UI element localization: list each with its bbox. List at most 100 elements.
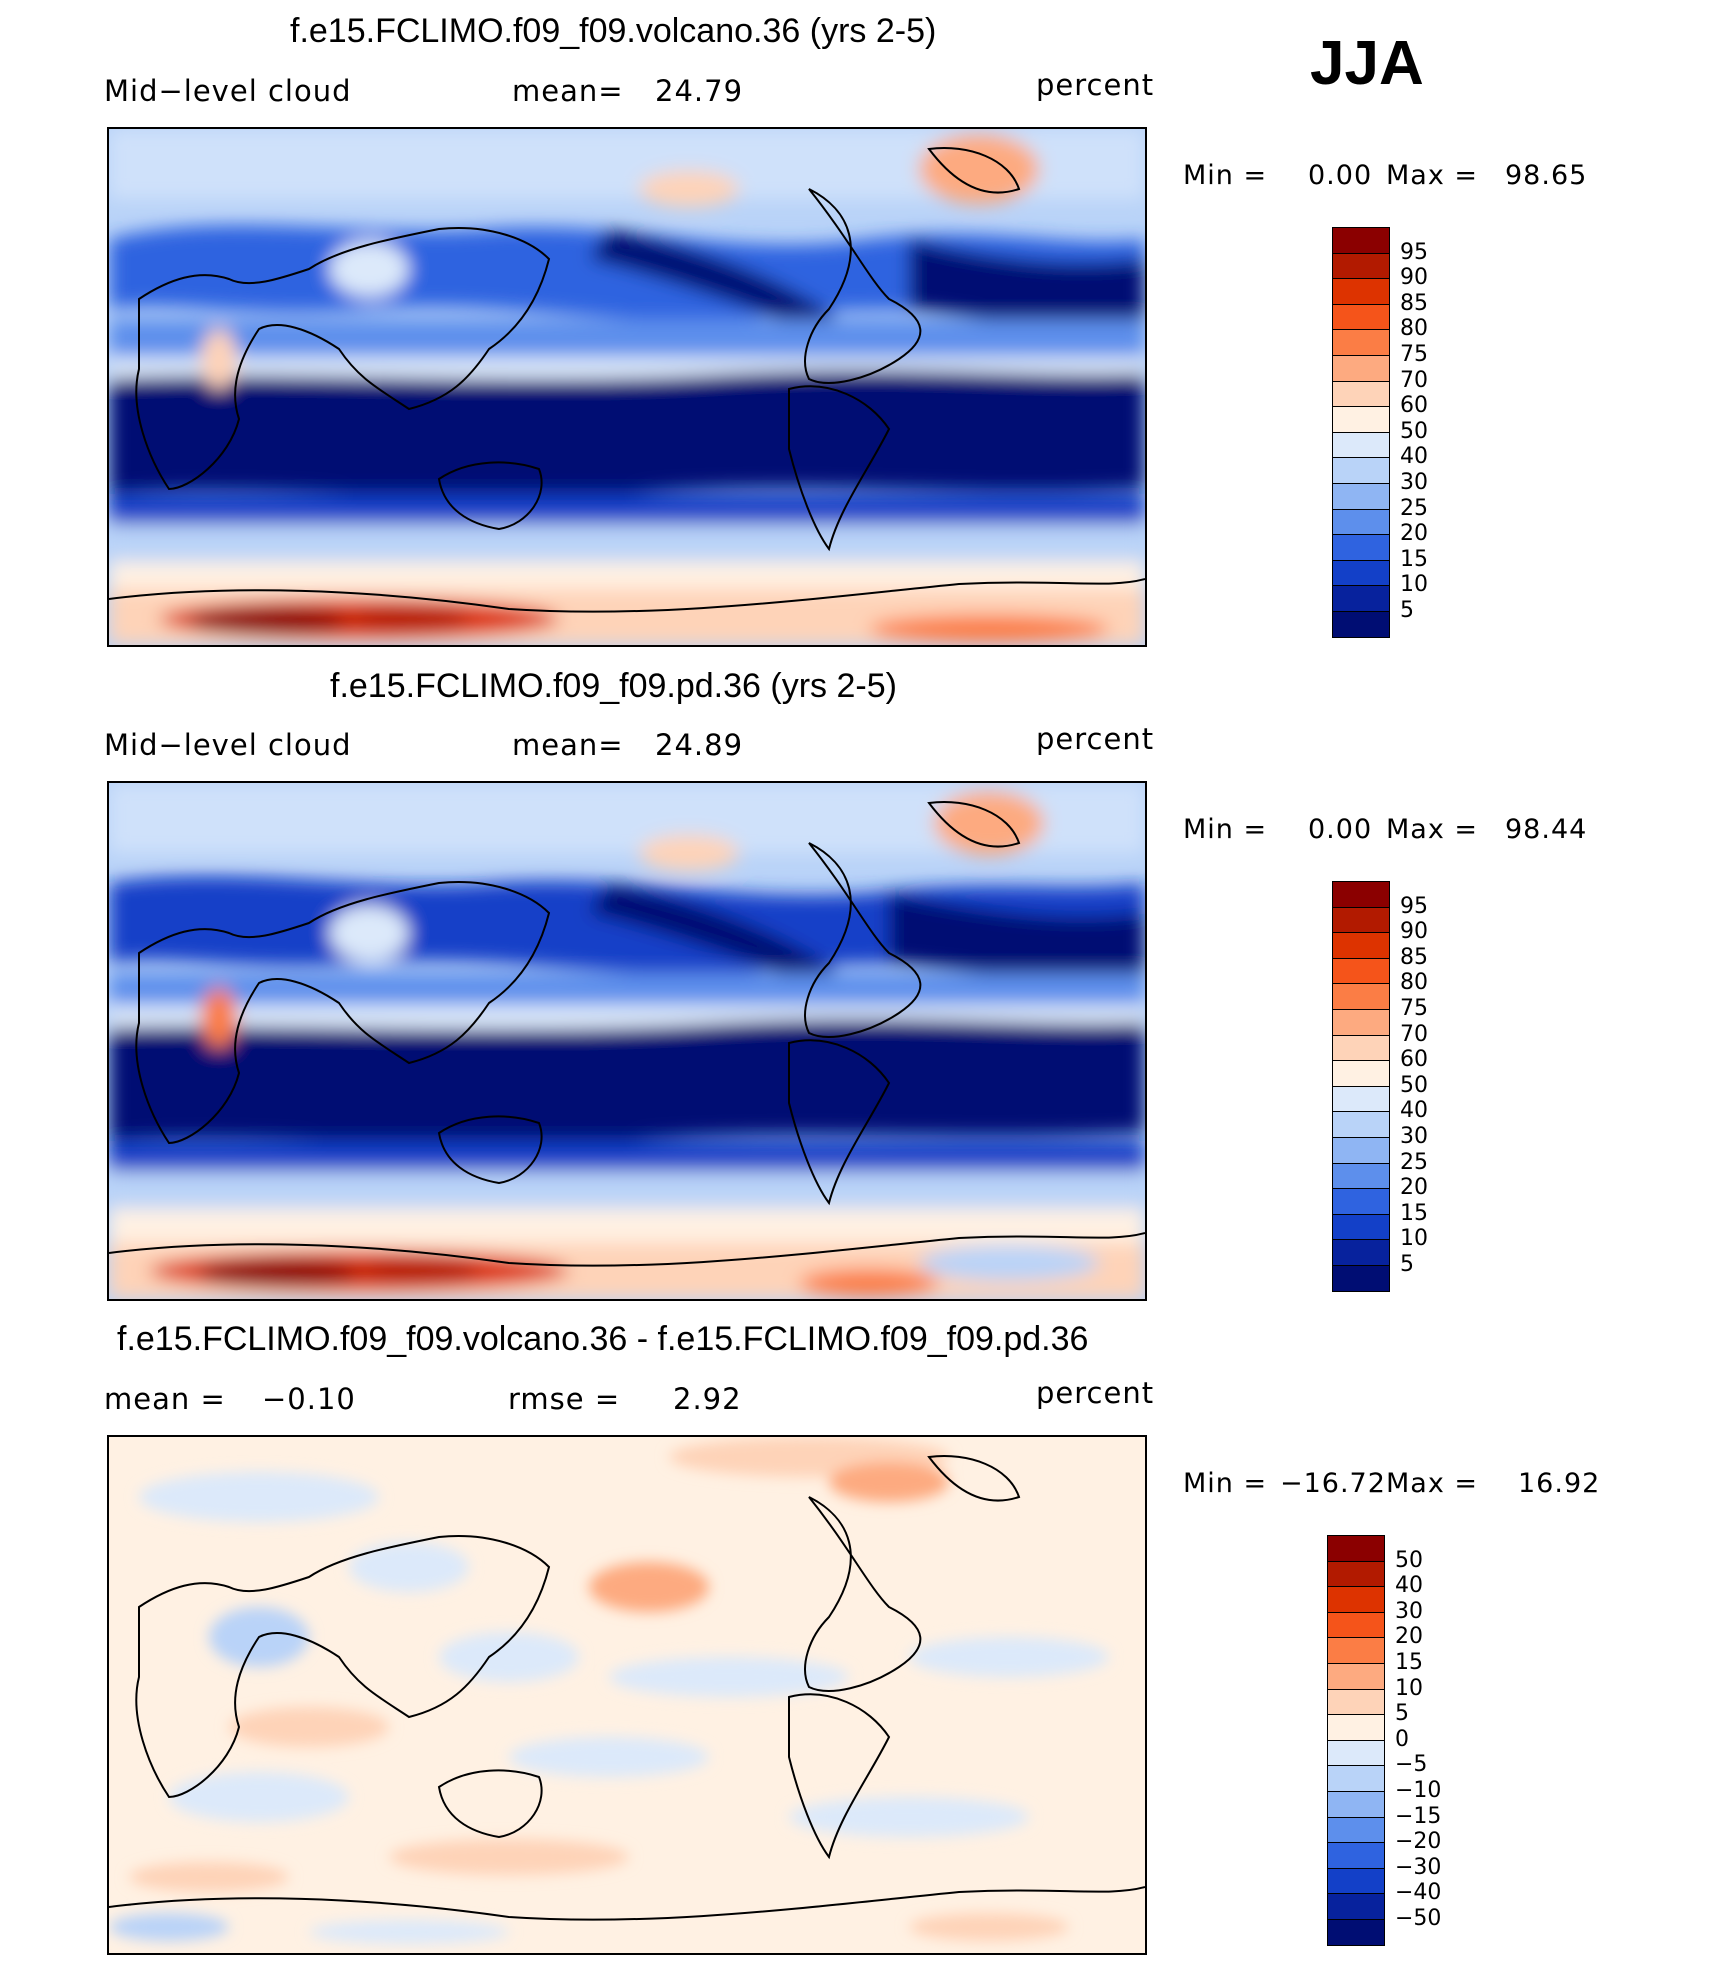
panel1-title: f.e15.FCLIMO.f09_f09.volcano.36 (yrs 2-5… [290,12,937,50]
colorbar-swatch [1327,1867,1385,1895]
panel1-max-value: 98.65 [1505,160,1588,191]
colorbar-label: 85 [1400,944,1428,970]
colorbar-swatch [1327,1842,1385,1869]
panel1-min-value: 0.00 [1308,160,1373,191]
colorbar-label: 60 [1400,393,1428,419]
colorbar-label: −50 [1395,1906,1442,1931]
colorbar-label: 0 [1395,1726,1409,1752]
colorbar-label: −20 [1395,1829,1442,1855]
colorbar-label: −40 [1395,1880,1442,1906]
panel2-mean-value: 24.89 [655,728,744,762]
colorbar-swatch [1332,1034,1390,1062]
panel1-mean-label: mean= [512,74,624,108]
panel1-units: percent [1036,68,1155,102]
colorbar-swatch [1332,559,1390,587]
colorbar-label: 70 [1400,1021,1428,1047]
colorbar-swatch [1332,252,1390,280]
colorbar-label: 50 [1400,418,1428,444]
colorbar-swatch [1332,585,1390,612]
colorbar-label: 10 [1400,1226,1428,1252]
colorbar-label: 15 [1400,1200,1428,1226]
colorbar-swatch [1332,1009,1390,1036]
colorbar-label: −30 [1395,1854,1442,1880]
colorbar-swatch [1327,1560,1385,1588]
panel2-max-label: Max = [1386,814,1479,845]
colorbar-label: 50 [1395,1547,1423,1573]
colorbar-label: 95 [1400,239,1428,265]
colorbar-swatch [1327,1663,1385,1690]
colorbar-swatch [1327,1919,1385,1946]
panel3-map-field [109,1437,1145,1953]
colorbar-label: 80 [1400,316,1428,342]
panel2-max-value: 98.44 [1505,814,1588,845]
colorbar-swatch [1332,1085,1390,1113]
colorbar-label: 25 [1400,495,1428,521]
panel1-mean-value: 24.79 [655,74,744,108]
colorbar-label: 5 [1395,1701,1409,1727]
colorbar-label: 10 [1395,1675,1423,1701]
panel2-map [107,781,1147,1301]
colorbar-swatch [1327,1739,1385,1767]
colorbar-swatch [1332,1239,1390,1266]
colorbar-label: 30 [1400,1124,1428,1149]
colorbar-swatch [1332,1188,1390,1215]
colorbar-label: 30 [1395,1598,1423,1624]
colorbar-swatch [1332,881,1390,908]
colorbar-label: −10 [1395,1778,1442,1803]
panel2-min-label: Min = [1183,814,1268,845]
panel3-map [107,1435,1147,1955]
colorbar-label: 60 [1400,1047,1428,1073]
colorbar-label: 25 [1400,1149,1428,1175]
panel3-mean-value: −0.10 [262,1382,356,1416]
colorbar-swatch [1327,1765,1385,1792]
panel3-min-label: Min = [1183,1468,1268,1499]
colorbar-label: 90 [1400,265,1428,291]
colorbar-swatch [1332,1111,1390,1138]
colorbar-swatch [1332,906,1390,934]
colorbar-swatch [1332,278,1390,305]
panel3-max-value: 16.92 [1518,1468,1601,1499]
colorbar-swatch [1332,431,1390,459]
colorbar-label: 10 [1400,572,1428,598]
colorbar-swatch [1332,380,1390,408]
colorbar-swatch [1332,303,1390,331]
colorbar-swatch [1332,1137,1390,1164]
colorbar-label: −5 [1395,1752,1428,1778]
colorbar-label: 15 [1400,546,1428,572]
panel2-variable-label: Mid−level cloud [104,728,352,762]
colorbar-label: 40 [1400,444,1428,470]
colorbar-swatch [1332,355,1390,382]
panel2-min-value: 0.00 [1308,814,1373,845]
colorbar-label: −15 [1395,1803,1442,1829]
colorbar-swatch [1332,1162,1390,1190]
colorbar-swatch [1332,983,1390,1010]
panel3-rmse-value: 2.92 [673,1382,742,1416]
panel1-map [107,127,1147,647]
colorbar-swatch [1332,1213,1390,1241]
colorbar-label: 5 [1400,598,1414,623]
colorbar-swatch [1327,1816,1385,1844]
panel3-rmse-label: rmse = [508,1382,621,1416]
panel3-min-value: −16.72 [1280,1468,1386,1499]
colorbar-label: 15 [1395,1650,1423,1675]
colorbar-label: 40 [1400,1098,1428,1124]
colorbar-label: 75 [1400,342,1428,367]
colorbar-label: 70 [1400,367,1428,393]
colorbar-swatch [1327,1714,1385,1741]
panel2-title: f.e15.FCLIMO.f09_f09.pd.36 (yrs 2-5) [330,667,897,705]
panel1-map-field [109,129,1145,645]
colorbar-swatch [1332,1060,1390,1087]
colorbar-label: 50 [1400,1072,1428,1098]
colorbar-swatch [1327,1688,1385,1716]
colorbar-swatch [1327,1637,1385,1664]
colorbar-swatch [1332,1265,1390,1292]
colorbar-label: 30 [1400,470,1428,495]
panel3-max-label: Max = [1386,1468,1479,1499]
colorbar-swatch [1332,457,1390,484]
colorbar-label: 5 [1400,1252,1414,1277]
panel3-units: percent [1036,1376,1155,1410]
colorbar-swatch [1327,1535,1385,1562]
colorbar-label: 75 [1400,996,1428,1021]
colorbar-label: 20 [1395,1624,1423,1650]
colorbar-label: 20 [1400,1175,1428,1201]
